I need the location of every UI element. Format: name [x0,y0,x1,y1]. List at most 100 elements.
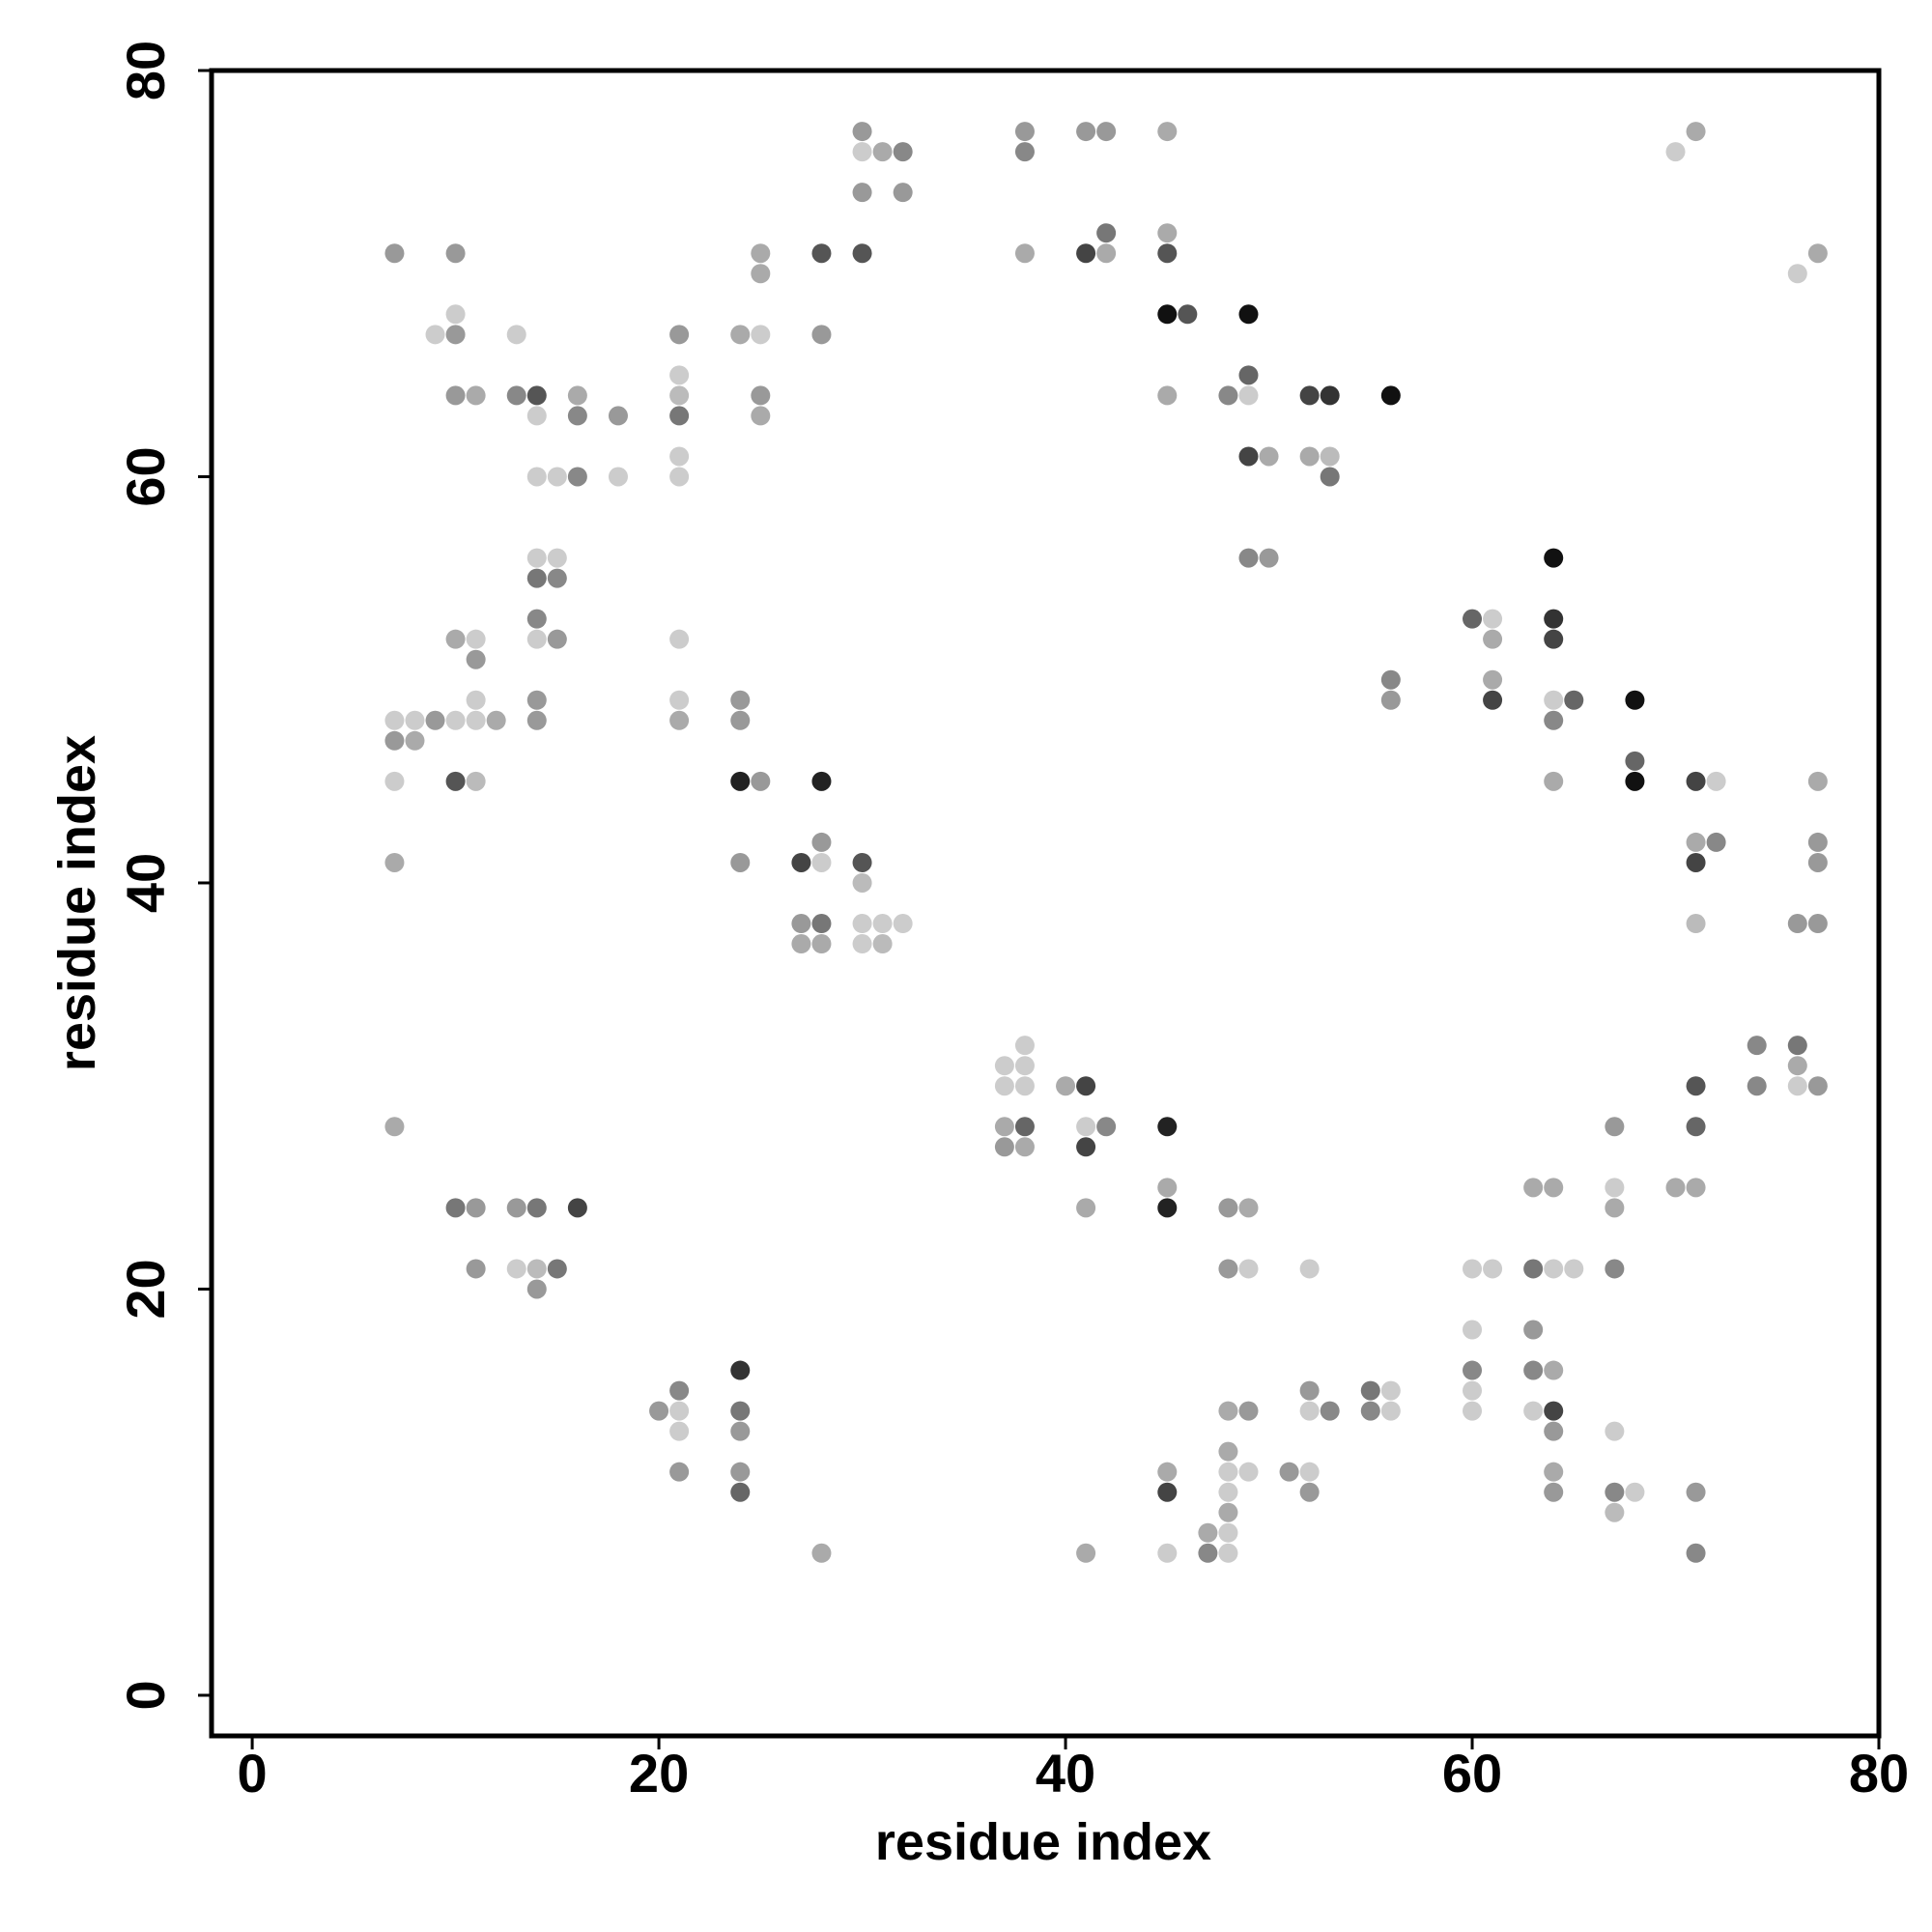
point [1238,1198,1259,1218]
point [1706,832,1726,852]
point [1686,1482,1706,1502]
point [1605,1178,1625,1198]
point [1483,690,1503,710]
point [1625,751,1645,771]
point [1299,385,1320,406]
point [730,325,751,345]
point [669,446,690,467]
point [1807,243,1828,264]
point [1218,1543,1238,1563]
point [1463,1401,1483,1421]
point [425,710,445,730]
point [384,852,405,872]
point [1463,1360,1483,1380]
point [1218,1259,1238,1279]
point [1787,264,1807,284]
point [1096,1117,1117,1137]
point [1706,771,1726,791]
point [1544,1421,1564,1441]
point [1157,1462,1178,1482]
point [1463,609,1483,629]
point [466,771,486,791]
point [669,710,690,730]
x-tick-label: 20 [629,1743,689,1804]
point [1218,1198,1238,1218]
point [669,690,690,710]
point [1544,629,1564,649]
point [1747,1076,1767,1096]
point [669,1421,690,1441]
point [669,467,690,487]
point [547,548,567,568]
point [1686,771,1706,791]
point [669,385,690,406]
point [1605,1502,1625,1522]
point [526,1259,547,1279]
point [466,1259,486,1279]
point [1483,609,1503,629]
point [1238,548,1259,568]
point [1605,1117,1625,1137]
point [994,1076,1014,1096]
point [526,568,547,588]
point [1463,1380,1483,1401]
point [1096,243,1117,264]
point [1299,1401,1320,1421]
point [1157,1543,1178,1563]
y-tick-label: 80 [115,41,176,100]
point [1279,1462,1299,1482]
point [1238,1462,1259,1482]
point [567,1198,587,1218]
point [1096,122,1117,142]
point [791,914,811,934]
point [526,1198,547,1218]
point [893,183,913,203]
point [1014,1056,1035,1076]
point [445,325,466,345]
point [1238,304,1259,325]
point [1299,446,1320,467]
point [1076,122,1096,142]
point [852,852,872,872]
point [1299,1380,1320,1401]
point [1360,1380,1380,1401]
point [872,914,893,934]
point [1787,1056,1807,1076]
point [1178,304,1198,325]
point [547,467,567,487]
point [1320,446,1340,467]
point [466,710,486,730]
point [1564,690,1584,710]
point [1523,1360,1544,1380]
point [547,629,567,649]
point [445,710,466,730]
point [405,730,425,751]
point [1686,832,1706,852]
point [852,914,872,934]
point [852,122,872,142]
point [730,690,751,710]
point [1380,385,1401,406]
point [1218,1462,1238,1482]
point [506,325,526,345]
point [1157,1178,1178,1198]
point [751,264,771,284]
point [466,629,486,649]
point [1544,1462,1564,1482]
point [1299,1462,1320,1482]
point [1605,1198,1625,1218]
point [751,385,771,406]
point [1544,710,1564,730]
point [1238,365,1259,385]
y-tick-label: 20 [115,1259,176,1319]
point [872,934,893,954]
point [1238,1401,1259,1421]
point [445,1198,466,1218]
point [791,934,811,954]
point [1096,223,1117,243]
point [1076,1117,1096,1137]
point [751,325,771,345]
point [526,710,547,730]
point [1360,1401,1380,1421]
